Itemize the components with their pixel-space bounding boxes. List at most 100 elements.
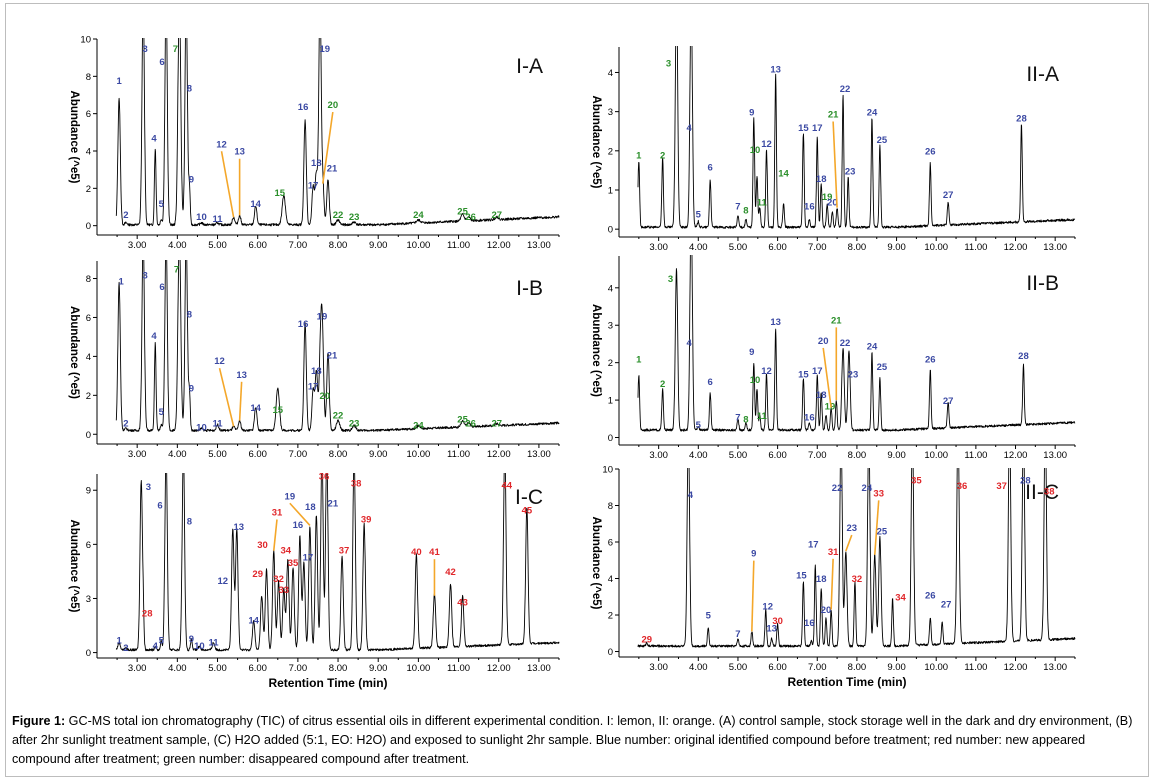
peak-label-1: 1: [636, 355, 642, 366]
peak-label-23: 23: [846, 523, 857, 534]
peak-label-28: 28: [1016, 113, 1027, 124]
peak-label-42: 42: [445, 567, 456, 578]
x-tick-label: 9.00: [887, 662, 906, 673]
peak-label-3: 3: [668, 274, 673, 285]
y-tick-label: 2: [608, 358, 613, 369]
x-tick-label: 8.00: [848, 450, 867, 461]
x-tick-label: 12.00: [487, 240, 511, 251]
x-tick-label: 9.00: [369, 240, 388, 251]
peak-label-44: 44: [501, 480, 512, 491]
x-tick-label: 10.00: [924, 450, 948, 461]
peak-label-30: 30: [772, 616, 783, 627]
peak-label-12: 12: [217, 576, 228, 587]
peak-label-18: 18: [816, 174, 827, 185]
peak-label-9: 9: [189, 175, 194, 186]
peak-label-4: 4: [687, 338, 693, 349]
x-tick-label: 12.00: [487, 449, 511, 460]
peak-label-39: 39: [361, 515, 372, 526]
peak-label-5: 5: [159, 636, 165, 647]
peak-label-21: 21: [831, 315, 842, 326]
peak-leader-line: [873, 500, 880, 555]
peak-label-23: 23: [349, 418, 360, 429]
y-tick-label: 6: [608, 538, 613, 549]
x-tick-label: 6.00: [248, 663, 267, 674]
x-tick-label: 8.00: [848, 242, 867, 253]
peak-label-17: 17: [303, 553, 314, 564]
x-tick-label: 3.00: [128, 449, 147, 460]
x-tick-label: 6.00: [248, 240, 267, 251]
peak-label-10: 10: [194, 641, 205, 652]
peak-label-7: 7: [735, 629, 740, 640]
peak-label-18: 18: [816, 390, 827, 401]
x-tick-label: 7.00: [289, 663, 308, 674]
peak-label-5: 5: [696, 420, 702, 431]
y-tick-label: 4: [86, 352, 91, 363]
peak-leader-line: [751, 560, 755, 632]
peak-label-21: 21: [328, 498, 339, 509]
x-tick-label: 3.00: [649, 662, 668, 673]
peak-label-34: 34: [895, 592, 906, 603]
peak-label-13: 13: [770, 64, 781, 75]
peak-label-1: 1: [118, 276, 124, 287]
peak-label-10: 10: [196, 212, 207, 223]
x-tick-label: 7.00: [289, 449, 308, 460]
peak-label-43: 43: [457, 598, 468, 609]
peak-label-25: 25: [877, 135, 888, 146]
x-tick-label: 8.00: [848, 662, 867, 673]
peak-label-17: 17: [308, 180, 319, 191]
peak-label-2: 2: [123, 210, 128, 221]
peak-label-4: 4: [151, 331, 157, 342]
peak-label-8: 8: [187, 517, 192, 528]
x-tick-label: 5.00: [729, 242, 748, 253]
x-tick-label: 11.00: [447, 449, 470, 460]
peak-label-24: 24: [867, 108, 878, 119]
peak-label-10: 10: [750, 375, 761, 386]
y-tick-label: 8: [608, 501, 613, 512]
peak-label-15: 15: [272, 405, 283, 416]
x-tick-label: 6.00: [768, 450, 787, 461]
panel-label: II-B: [1026, 272, 1059, 295]
peak-label-22: 22: [832, 483, 843, 494]
peak-label-9: 9: [749, 347, 754, 358]
peak-label-22: 22: [840, 84, 851, 95]
peak-label-29: 29: [252, 569, 263, 580]
peak-label-26: 26: [925, 355, 936, 366]
peak-label-31: 31: [272, 507, 283, 518]
y-tick-label: 2: [608, 146, 613, 157]
x-tick-label: 10.00: [924, 242, 948, 253]
x-axis-label: Retention Time (min): [787, 675, 906, 689]
y-tick-label: 4: [608, 574, 613, 585]
x-tick-label: 7.00: [808, 662, 827, 673]
x-tick-label: 4.00: [168, 240, 187, 251]
x-tick-label: 11.00: [447, 240, 470, 251]
tic-trace: [115, 473, 560, 652]
x-tick-label: 3.00: [649, 242, 668, 253]
peak-label-21: 21: [327, 164, 338, 175]
peak-label-19: 19: [319, 44, 330, 55]
peak-label-31: 31: [828, 547, 839, 558]
y-tick-label: 1: [608, 185, 613, 196]
peak-label-6: 6: [708, 377, 713, 388]
panel-label: II-A: [1026, 63, 1059, 86]
y-tick-label: 0: [86, 648, 91, 659]
peak-label-25: 25: [457, 415, 468, 426]
panel-label: I-C: [515, 486, 543, 509]
peak-label-19: 19: [822, 192, 833, 203]
peak-label-16: 16: [804, 618, 815, 629]
peak-leader-line: [272, 519, 278, 551]
peak-label-12: 12: [761, 366, 772, 377]
x-tick-label: 12.00: [1004, 242, 1028, 253]
peak-label-32: 32: [273, 574, 284, 585]
y-tick-label: 0: [86, 221, 91, 232]
x-tick-label: 7.00: [289, 240, 308, 251]
y-tick-label: 6: [86, 313, 91, 324]
peak-label-24: 24: [413, 210, 424, 221]
x-tick-label: 5.00: [729, 662, 748, 673]
caption-text: GC-MS total ion chromatography (TIC) of …: [12, 714, 1133, 766]
x-tick-label: 7.00: [808, 242, 827, 253]
x-tick-label: 6.00: [248, 449, 267, 460]
y-axis-label: Abundance (^e5): [68, 306, 80, 399]
peak-leader-line: [845, 534, 853, 552]
